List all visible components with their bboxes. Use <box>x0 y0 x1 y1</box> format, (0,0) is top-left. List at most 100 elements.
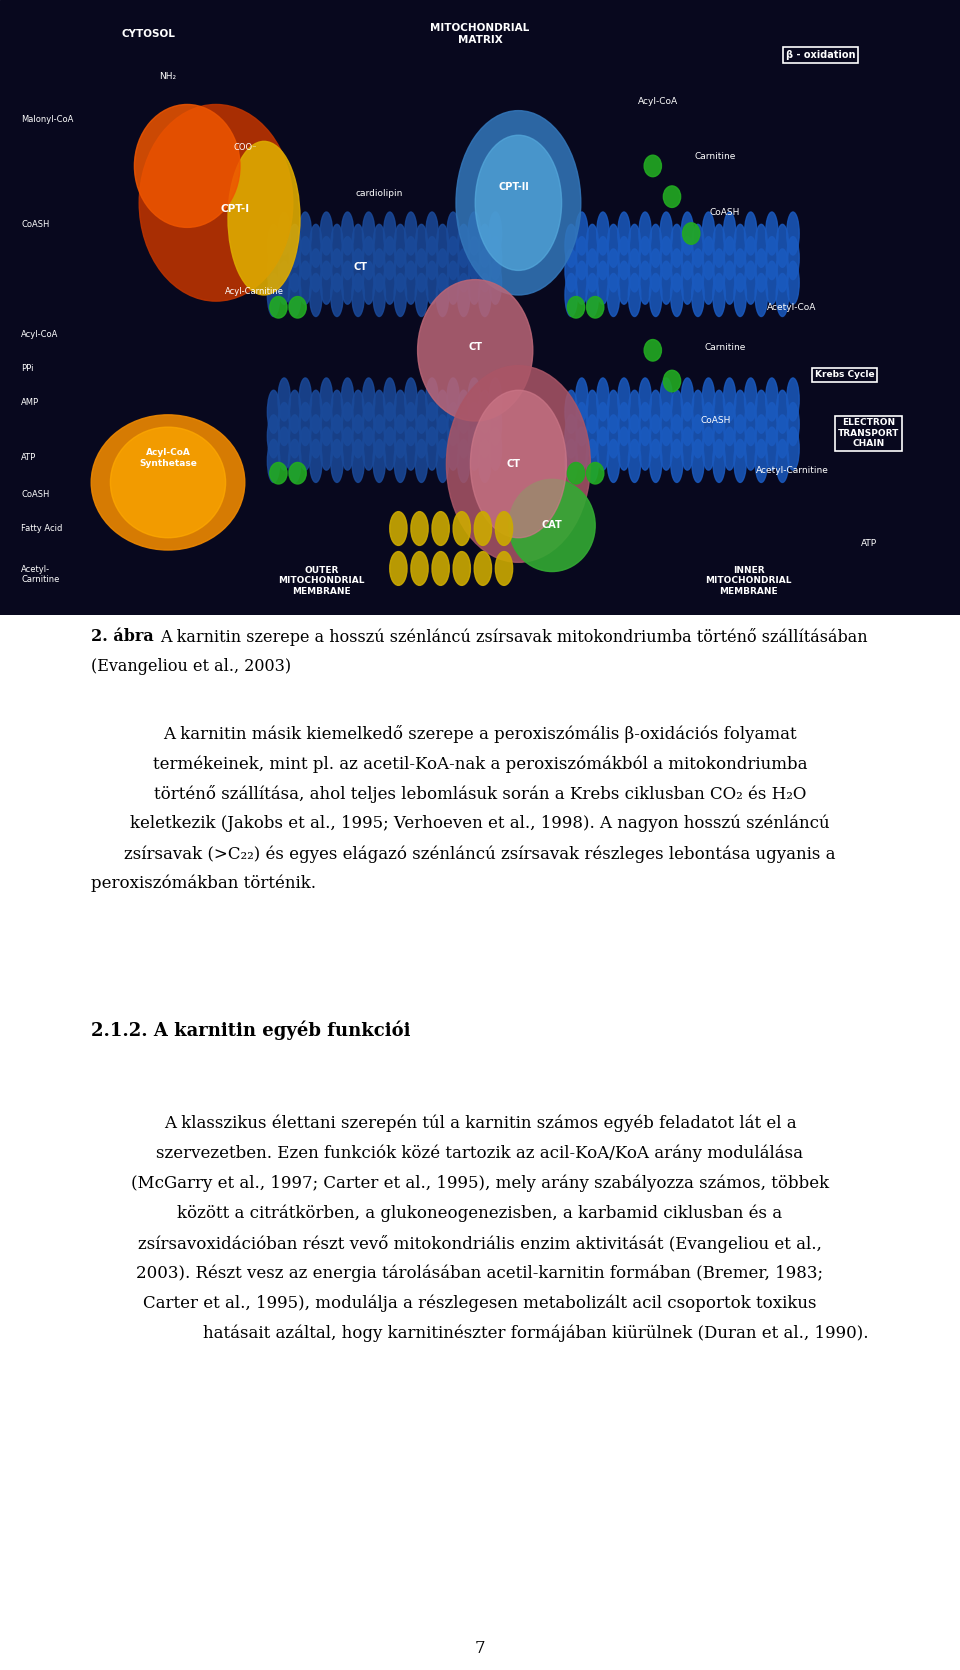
Text: ATP: ATP <box>861 539 876 548</box>
Ellipse shape <box>436 224 448 267</box>
Ellipse shape <box>394 391 407 433</box>
Ellipse shape <box>288 414 301 458</box>
Ellipse shape <box>586 224 599 267</box>
Ellipse shape <box>267 274 280 317</box>
Ellipse shape <box>691 414 704 458</box>
Ellipse shape <box>776 274 789 317</box>
Ellipse shape <box>681 402 693 446</box>
Ellipse shape <box>278 377 290 421</box>
Ellipse shape <box>712 414 726 458</box>
Ellipse shape <box>299 428 311 471</box>
Ellipse shape <box>383 237 396 279</box>
Ellipse shape <box>712 439 726 483</box>
Ellipse shape <box>91 414 245 549</box>
Ellipse shape <box>394 274 407 317</box>
Ellipse shape <box>681 261 693 304</box>
Ellipse shape <box>425 402 438 446</box>
Text: szervezetben. Ezen funkciók közé tartozik az acil-KoA/KoA arány modulálása: szervezetben. Ezen funkciók közé tartozi… <box>156 1146 804 1162</box>
Ellipse shape <box>289 463 306 484</box>
Ellipse shape <box>394 224 407 267</box>
Ellipse shape <box>432 511 449 546</box>
Ellipse shape <box>638 377 651 421</box>
Ellipse shape <box>457 224 470 267</box>
Ellipse shape <box>330 414 344 458</box>
Ellipse shape <box>691 224 704 267</box>
Ellipse shape <box>776 249 789 292</box>
Ellipse shape <box>228 142 300 296</box>
Ellipse shape <box>468 428 481 471</box>
Ellipse shape <box>564 249 577 292</box>
Ellipse shape <box>415 439 427 483</box>
Ellipse shape <box>383 402 396 446</box>
Ellipse shape <box>765 261 778 304</box>
Ellipse shape <box>415 249 427 292</box>
Ellipse shape <box>638 237 651 279</box>
Ellipse shape <box>432 551 449 586</box>
Ellipse shape <box>299 261 311 304</box>
Ellipse shape <box>342 237 353 279</box>
Ellipse shape <box>608 391 620 433</box>
Ellipse shape <box>776 224 789 267</box>
Ellipse shape <box>288 274 301 317</box>
Ellipse shape <box>629 224 641 267</box>
Ellipse shape <box>267 249 280 292</box>
Ellipse shape <box>724 237 736 279</box>
Ellipse shape <box>478 414 491 458</box>
Ellipse shape <box>478 274 491 317</box>
Ellipse shape <box>351 391 365 433</box>
Text: COO⁻: COO⁻ <box>233 144 256 152</box>
Ellipse shape <box>489 237 501 279</box>
Ellipse shape <box>139 105 293 301</box>
Text: CoASH: CoASH <box>21 491 50 499</box>
Ellipse shape <box>670 391 683 433</box>
Ellipse shape <box>351 439 365 483</box>
Ellipse shape <box>468 261 481 304</box>
Ellipse shape <box>390 511 407 546</box>
Text: cardiolipin: cardiolipin <box>355 189 403 199</box>
Text: történő szállítása, ahol teljes lebomlásuk során a Krebs ciklusban CO₂ és H₂O: történő szállítása, ahol teljes lebomlás… <box>154 785 806 803</box>
Ellipse shape <box>660 261 672 304</box>
Ellipse shape <box>436 274 448 317</box>
Ellipse shape <box>596 377 609 421</box>
Ellipse shape <box>564 224 577 267</box>
Ellipse shape <box>383 428 396 471</box>
Ellipse shape <box>478 224 491 267</box>
Text: (McGarry et al., 1997; Carter et al., 1995), mely arány szabályozza számos, több: (McGarry et al., 1997; Carter et al., 19… <box>131 1176 829 1192</box>
Text: hatásait azáltal, hogy karnitinészter formájában kiürülnek (Duran et al., 1990).: hatásait azáltal, hogy karnitinészter fo… <box>204 1324 869 1343</box>
Ellipse shape <box>755 274 768 317</box>
Text: MITOCHONDRIAL
MATRIX: MITOCHONDRIAL MATRIX <box>430 23 530 45</box>
Ellipse shape <box>724 377 736 421</box>
Ellipse shape <box>733 224 746 267</box>
Ellipse shape <box>660 237 672 279</box>
Text: 2.1.2. A karnitin egyéb funkciói: 2.1.2. A karnitin egyéb funkciói <box>91 1020 411 1039</box>
Ellipse shape <box>660 428 672 471</box>
Ellipse shape <box>644 155 661 177</box>
Ellipse shape <box>575 377 588 421</box>
Ellipse shape <box>468 237 481 279</box>
Ellipse shape <box>509 479 595 571</box>
Ellipse shape <box>278 402 290 446</box>
Ellipse shape <box>649 224 662 267</box>
Text: NH₂: NH₂ <box>159 72 177 82</box>
Ellipse shape <box>495 511 513 546</box>
Text: CYTOSOL: CYTOSOL <box>122 28 176 38</box>
Ellipse shape <box>267 224 280 267</box>
Text: ATP: ATP <box>21 453 36 463</box>
Text: CPT-I: CPT-I <box>221 204 250 214</box>
Ellipse shape <box>629 439 641 483</box>
Text: 7: 7 <box>474 1640 486 1657</box>
Ellipse shape <box>495 551 513 586</box>
Ellipse shape <box>691 274 704 317</box>
Ellipse shape <box>617 212 630 256</box>
Ellipse shape <box>425 212 438 256</box>
Ellipse shape <box>425 261 438 304</box>
Ellipse shape <box>475 135 562 271</box>
Ellipse shape <box>703 377 714 421</box>
Ellipse shape <box>489 261 501 304</box>
Ellipse shape <box>436 391 448 433</box>
Ellipse shape <box>394 249 407 292</box>
Ellipse shape <box>755 249 768 292</box>
Ellipse shape <box>587 463 604 484</box>
Ellipse shape <box>745 377 756 421</box>
Ellipse shape <box>786 237 799 279</box>
